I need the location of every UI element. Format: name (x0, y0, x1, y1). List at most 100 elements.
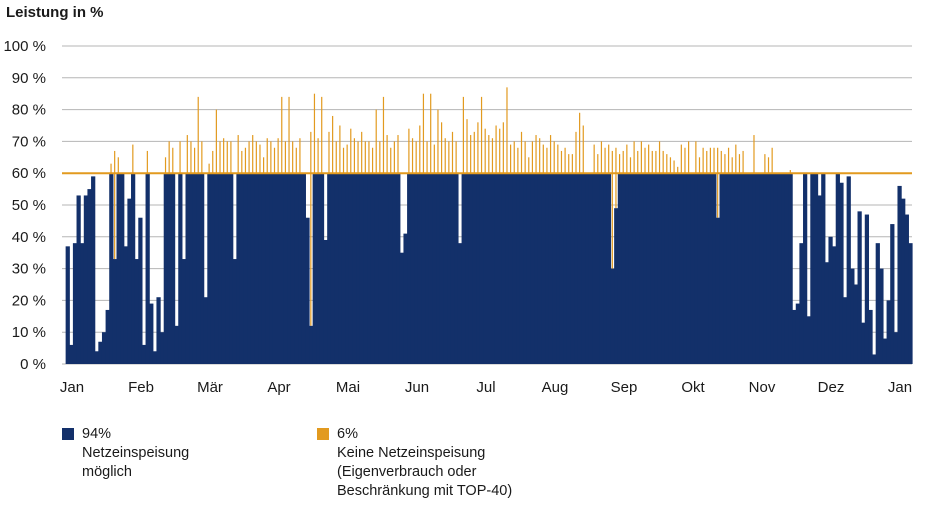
bar-feed (828, 236, 833, 364)
bar-feed (210, 173, 216, 364)
bar-feed (683, 173, 688, 364)
bar-feed (294, 173, 299, 364)
bar-feed (541, 173, 546, 364)
bar-feed (813, 173, 819, 364)
x-tick-label: Mai (336, 379, 360, 396)
bar-feed (744, 173, 750, 364)
y-tick-label: 10 % (12, 324, 46, 341)
bar-feed (338, 173, 343, 364)
bar-feed (752, 173, 757, 364)
bar-feed (298, 173, 303, 364)
bar-feed (447, 173, 452, 364)
bar-feed (414, 173, 419, 364)
bar-feed (359, 173, 365, 364)
bar-feed (283, 173, 288, 364)
bar-feed (189, 173, 194, 364)
bar-feed (461, 173, 466, 364)
bar-feed (269, 173, 274, 364)
bar-feed (327, 173, 332, 364)
bar-feed (832, 246, 837, 364)
bar-feed (563, 173, 568, 364)
bar-feed (468, 173, 474, 364)
y-tick-label: 50 % (12, 197, 46, 214)
bar-feed (701, 173, 706, 364)
bar-feed (156, 297, 161, 364)
bar-feed (487, 173, 492, 364)
bar-feed (141, 344, 147, 364)
bar-feed (334, 173, 339, 364)
bar-feed (694, 173, 699, 364)
bar-feed (715, 217, 721, 364)
bar-feed (432, 173, 437, 364)
bar-feed (792, 309, 797, 364)
bar-feed (603, 173, 608, 364)
bar-feed (893, 332, 899, 364)
bar-feed (766, 173, 771, 364)
legend-label-1a: Netzeinspeisung (82, 445, 190, 461)
x-tick-label: Jul (476, 379, 495, 396)
bar-feed (657, 173, 662, 364)
bar-feed (443, 173, 448, 364)
bar-feed (207, 173, 212, 364)
bar-feed (192, 173, 198, 364)
bar-feed (381, 173, 386, 364)
bar-feed (581, 173, 586, 364)
bar-feed (250, 173, 256, 364)
legend-swatch-orange (317, 428, 329, 440)
bar-feed (556, 173, 561, 364)
bar-feed (356, 173, 361, 364)
bar-feed (904, 214, 909, 364)
bar-feed (403, 233, 408, 364)
bar-feed (290, 173, 296, 364)
bar-feed (94, 351, 99, 364)
x-tick-label: Apr (267, 379, 290, 396)
bar-feed (363, 173, 368, 364)
bar-feed (610, 268, 615, 364)
bar-feed (606, 173, 612, 364)
bar-feed (824, 262, 830, 364)
x-tick-label: Sep (611, 379, 638, 396)
bar-feed (258, 173, 263, 364)
legend-label-2a: Keine Netzeinspeisung (337, 445, 486, 461)
bar-feed (501, 173, 506, 364)
bar-feed (87, 189, 92, 364)
bar-feed (76, 195, 81, 364)
bar-feed (109, 173, 114, 364)
bar-feed (203, 297, 208, 364)
bar-feed (788, 173, 793, 364)
bar-feed (450, 173, 455, 364)
bar-feed (704, 173, 710, 364)
bar-feed (516, 173, 521, 364)
bar-feed (370, 173, 375, 364)
bar-feed (178, 173, 183, 364)
bar-feed (428, 173, 434, 364)
bar-feed (552, 173, 557, 364)
bar-feed (465, 173, 470, 364)
bar-feed (116, 173, 121, 364)
y-tick-labels: 0 % 10 % 20 % 30 % 40 % 50 % 60 % 70 % 80 % 90 % 1… (3, 38, 46, 373)
bar-feed (378, 173, 383, 364)
bar-feed (875, 243, 880, 364)
x-tick-label: Feb (128, 379, 154, 396)
bar-feed (200, 173, 205, 364)
bar-feed (795, 303, 800, 364)
bar-feed (494, 173, 499, 364)
bar-feed (643, 173, 648, 364)
bar-feed (152, 351, 158, 364)
bar-feed (83, 195, 89, 364)
bar-feed (530, 173, 535, 364)
bar-feed (131, 173, 136, 364)
y-tick-label: 40 % (12, 229, 46, 246)
y-tick-label: 0 % (20, 356, 46, 373)
bar-feed (221, 173, 227, 364)
y-tick-label: 30 % (12, 261, 46, 278)
bar-feed (697, 173, 702, 364)
bar-feed (661, 173, 666, 364)
bar-feed (181, 259, 187, 364)
bar-feed (348, 173, 354, 364)
bar-feed (214, 173, 219, 364)
x-tick-label: Jun (405, 379, 429, 396)
bar-feed (232, 259, 237, 364)
bar-feed (218, 173, 223, 364)
bar-feed (741, 173, 746, 364)
